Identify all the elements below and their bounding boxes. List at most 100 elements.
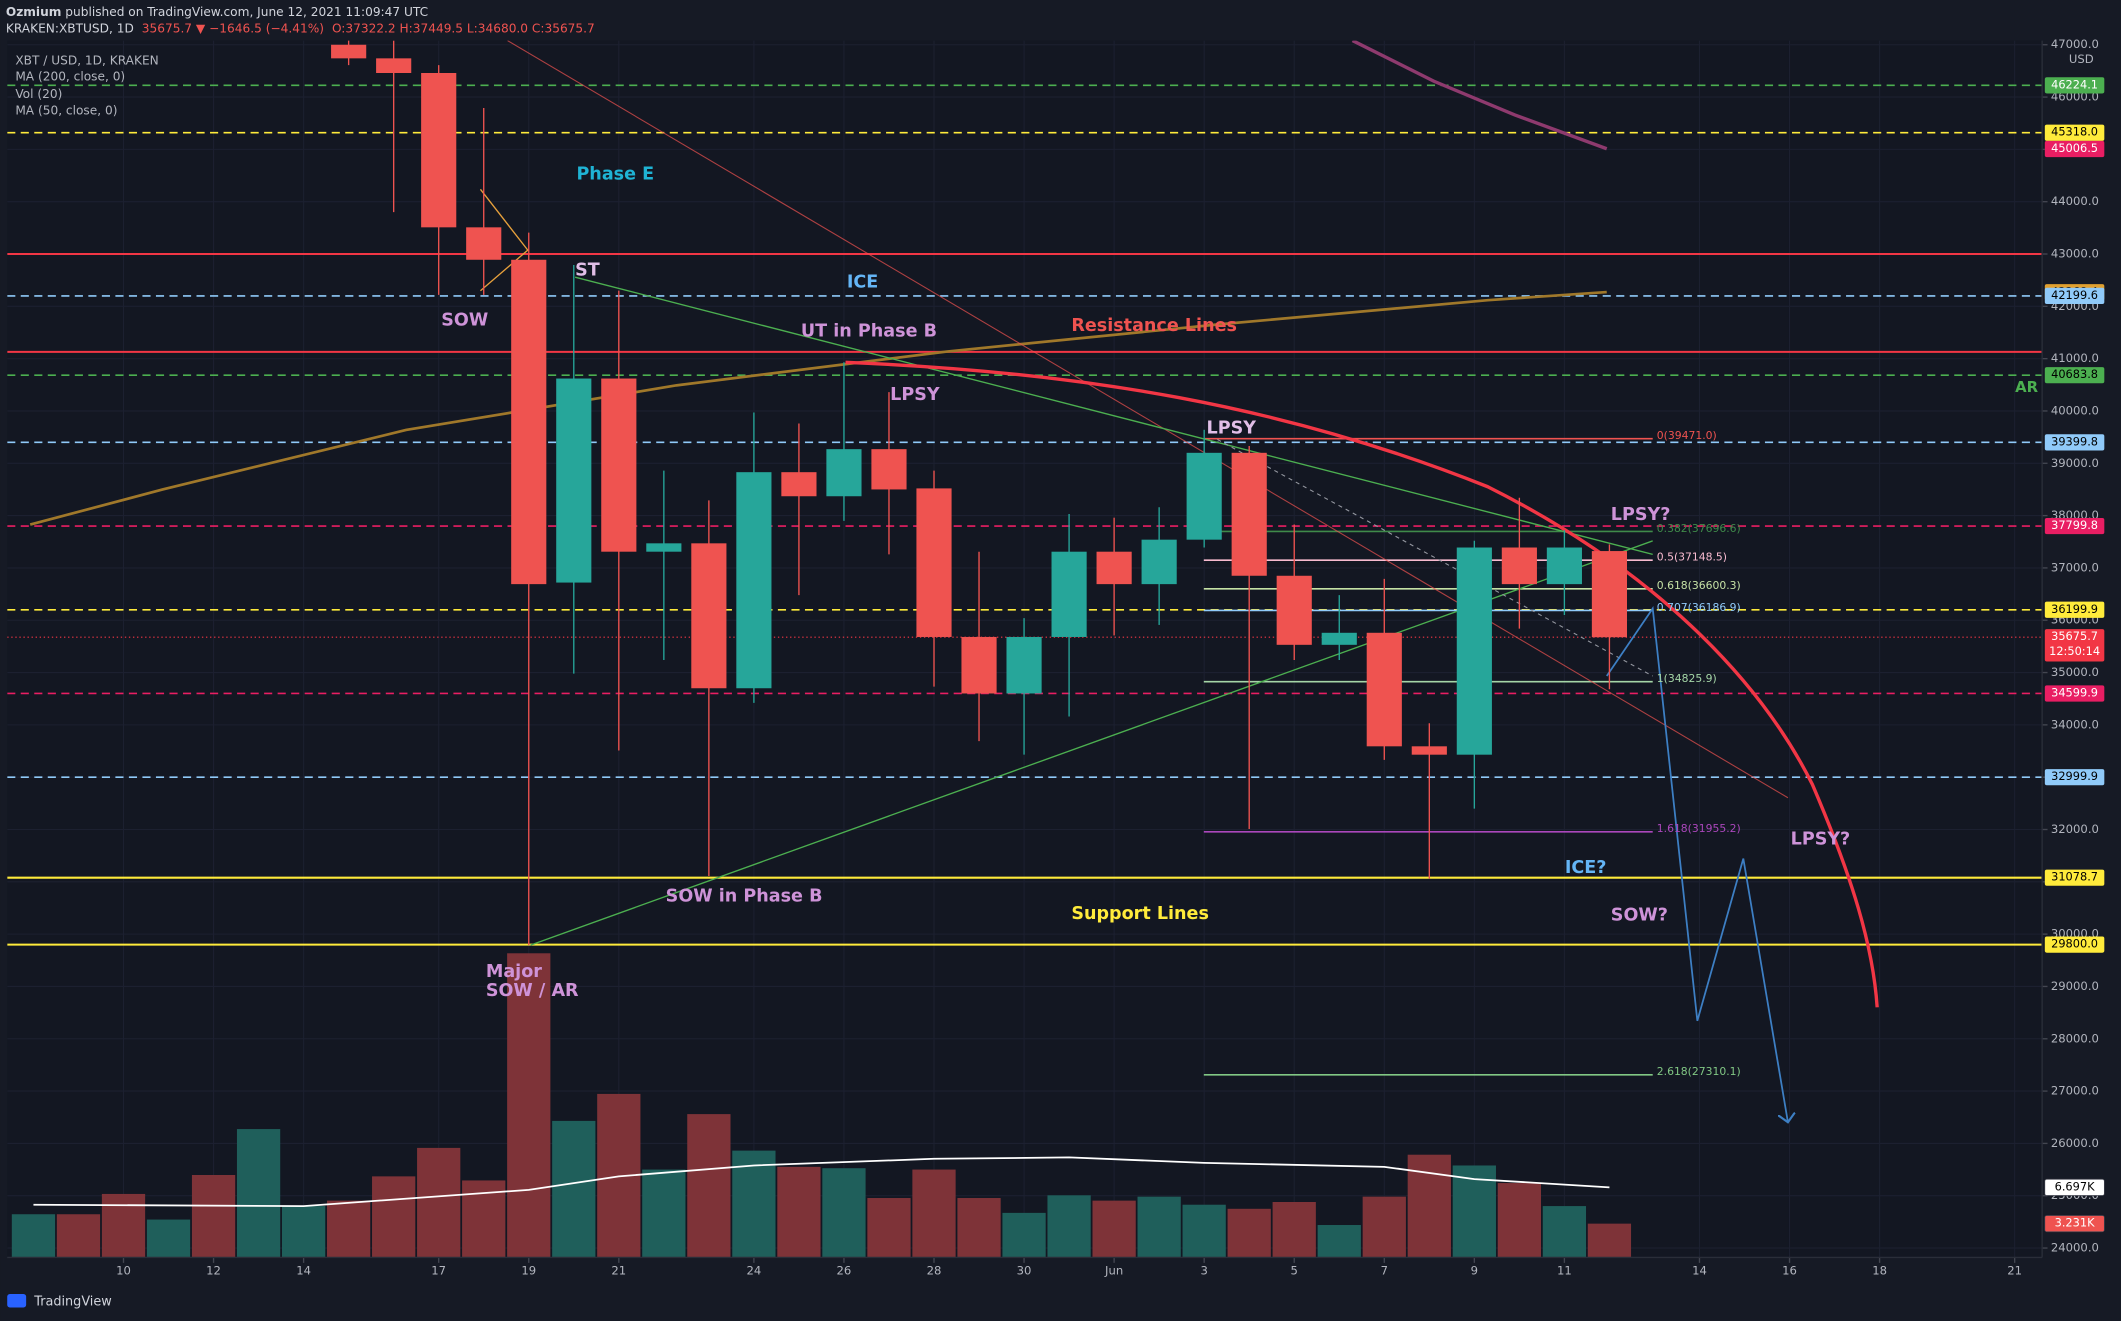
candle-body (1411, 746, 1447, 755)
volume-bar (1587, 1223, 1632, 1258)
volume-bar (1002, 1212, 1046, 1258)
volume-bar (236, 1129, 281, 1258)
candle-body (421, 72, 457, 228)
y-tick-label: 44000.0 (2051, 194, 2099, 208)
volume-bar (732, 1150, 776, 1258)
x-tick-label: 30 (1017, 1263, 1032, 1277)
price-tag (2044, 434, 2105, 451)
currency-label: USD (2069, 52, 2094, 66)
candle-body (1006, 636, 1042, 694)
volume-bar (1362, 1196, 1406, 1258)
annotations: Phase E SOW ST ICE UT in Phase B Resista… (441, 164, 2038, 1001)
x-tick-label: 26 (837, 1263, 852, 1277)
annotation: LPSY? (1611, 505, 1671, 525)
volume-bar (191, 1175, 236, 1258)
price-tag-label: 45006.5 (2051, 141, 2098, 155)
volume-pane (11, 953, 1632, 1258)
wedge-lines (479, 188, 529, 292)
annotation: SOW / AR (486, 981, 579, 1001)
candle-body (1546, 547, 1582, 585)
volume-bar (1317, 1225, 1361, 1258)
y-tick-label: 24000.0 (2051, 1241, 2099, 1255)
candle-body (1366, 632, 1402, 747)
price-tag (2044, 367, 2105, 384)
fib-label: 0.707(36186.9) (1657, 601, 1741, 614)
annotation: LPSY (1207, 419, 1257, 439)
candle-body (916, 488, 952, 637)
annotation: LPSY? (1791, 830, 1851, 850)
candle-body (1501, 547, 1537, 585)
last-change: 35675.7 ▼ −1646.5 (−4.41%) (142, 21, 324, 35)
candles (331, 40, 1627, 946)
volume-bar (101, 1193, 146, 1258)
fib-label: 0(39471.0) (1657, 429, 1717, 442)
ma-50-line (1351, 40, 1608, 151)
x-tick-label: 24 (747, 1263, 762, 1277)
y-tick-label: 37000.0 (2051, 560, 2099, 574)
y-tick-label: 26000.0 (2051, 1136, 2099, 1150)
volume-bar (957, 1198, 1001, 1258)
x-tick-label: 18 (1872, 1263, 1887, 1277)
fib-label: 1.618(31955.2) (1657, 822, 1741, 835)
y-tick-label: 32000.0 (2051, 822, 2099, 836)
price-tag-label: 39399.8 (2051, 434, 2098, 448)
x-tick-label: 19 (521, 1263, 536, 1277)
price-tag-label: 34599.9 (2051, 685, 2098, 699)
annotation: ST (575, 260, 600, 280)
price-tag-label: 31078.7 (2051, 870, 2098, 884)
x-tick-label: 21 (611, 1263, 626, 1277)
annotation: Support Lines (1071, 904, 1209, 924)
y-tick-label: 39000.0 (2051, 456, 2099, 470)
x-tick-label: 12 (206, 1263, 221, 1277)
trend-line (507, 40, 1789, 799)
annotation: AR (2015, 378, 2039, 396)
candle-body (736, 472, 772, 689)
volume-bar (56, 1214, 101, 1258)
y-tick-label: 43000.0 (2051, 247, 2099, 261)
volume-bar (507, 953, 551, 1258)
candle-body (1276, 575, 1312, 645)
x-tick-label: Jun (1104, 1263, 1123, 1277)
candle-body (1456, 547, 1492, 755)
volume-bar (867, 1198, 911, 1258)
candle-body (826, 449, 862, 497)
annotation: ICE? (1565, 858, 1607, 878)
fib-label: 0.382(37696.6) (1657, 522, 1741, 535)
candle-body (781, 472, 817, 497)
volume-bar (1272, 1201, 1316, 1258)
volume-bar (642, 1169, 686, 1258)
legend-item: XBT / USD, 1D, KRAKEN (15, 53, 158, 67)
x-tick-label: 3 (1200, 1263, 1207, 1277)
volume-bar (1092, 1200, 1136, 1258)
legend-item: MA (200, close, 0) (15, 70, 125, 84)
legend-item: Vol (20) (15, 87, 62, 101)
x-tick-label: 9 (1471, 1263, 1478, 1277)
price-tag-label: 6.697K (2055, 1179, 2095, 1193)
price-tag-label: 3.231K (2055, 1216, 2095, 1230)
ma-200-line (29, 290, 1607, 526)
symbol: KRAKEN:XBTUSD, 1D (6, 21, 134, 35)
fib-label: 1(34825.9) (1657, 672, 1717, 685)
volume-bar (1227, 1208, 1271, 1258)
candle-body (1051, 551, 1087, 637)
annotation: Phase E (576, 164, 654, 184)
y-tick-label: 40000.0 (2051, 403, 2099, 417)
projection-path (1606, 605, 1788, 1122)
price-tag (2044, 936, 2105, 953)
price-tag (2044, 124, 2105, 141)
countdown-label: 12:50:14 (2049, 644, 2100, 658)
volume-bar (372, 1176, 416, 1258)
fib-label: 2.618(27310.1) (1657, 1065, 1741, 1078)
price-tag-label: 37799.8 (2051, 518, 2098, 532)
y-tick-label: 28000.0 (2051, 1031, 2099, 1045)
candle-body (1321, 632, 1357, 645)
volume-bar (1497, 1183, 1542, 1258)
fib-label: 0.5(37148.5) (1657, 550, 1727, 563)
footer: TradingView (7, 1293, 112, 1310)
candle-body (1096, 551, 1132, 585)
x-tick-label: 21 (2007, 1263, 2022, 1277)
price-tag (2044, 517, 2105, 535)
price-tag-label: 40683.8 (2051, 367, 2098, 381)
candle-body (691, 543, 727, 689)
